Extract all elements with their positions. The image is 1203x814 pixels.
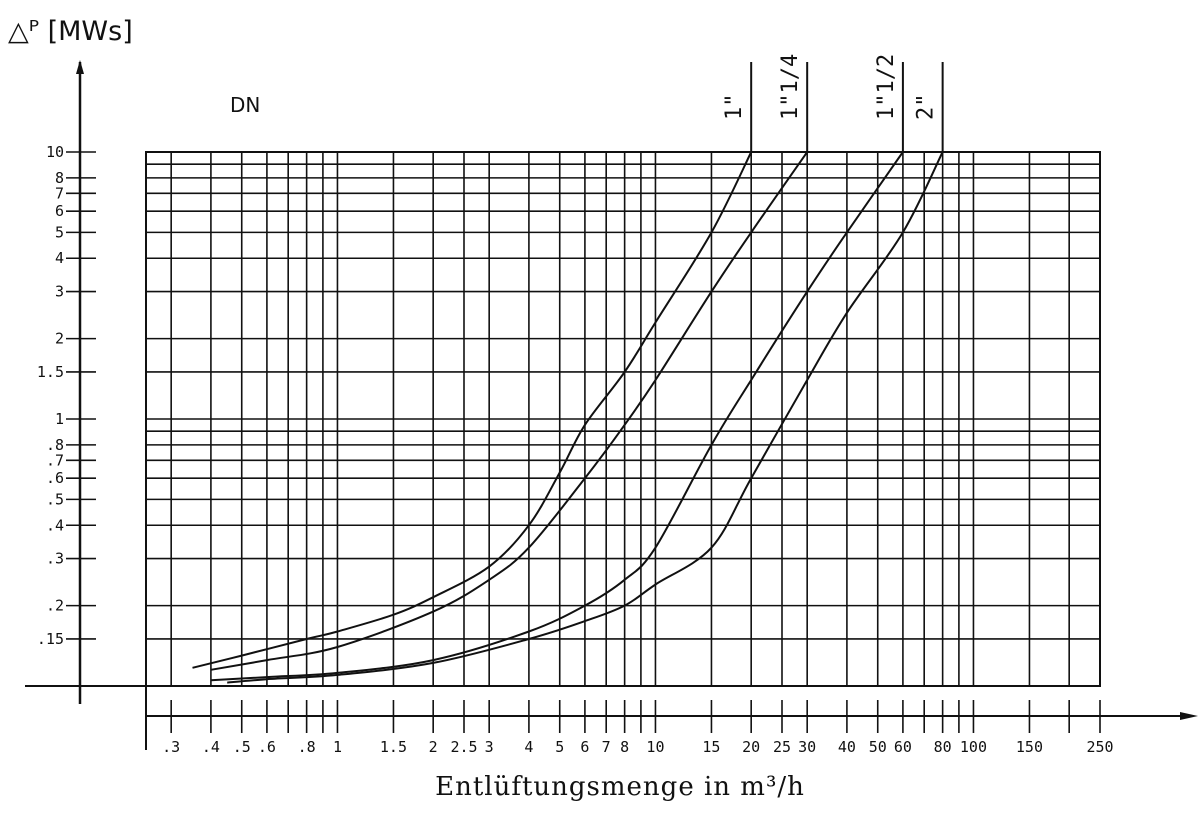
y-axis-label: △ᴾ [MWs] — [8, 16, 133, 47]
y-tick-label: .7 — [46, 451, 64, 469]
x-tick-label: .8 — [298, 738, 316, 756]
x-axis-arrow — [1180, 712, 1198, 720]
x-tick-label: 6 — [580, 738, 589, 756]
x-tick-label: 250 — [1086, 738, 1113, 756]
y-tick-label: .8 — [46, 436, 64, 454]
x-tick-label: 30 — [798, 738, 816, 756]
x-tick-label: 80 — [934, 738, 952, 756]
y-tick-label: .5 — [46, 490, 64, 508]
y-tick-label: .6 — [46, 469, 64, 487]
x-tick-label: 10 — [646, 738, 664, 756]
y-tick-label: 10 — [46, 143, 64, 161]
x-tick-label: 3 — [485, 738, 494, 756]
x-tick-label: 20 — [742, 738, 760, 756]
x-tick-label: 50 — [869, 738, 887, 756]
x-tick-label: 150 — [1016, 738, 1043, 756]
y-tick-label: 7 — [55, 184, 64, 202]
y-tick-label: .2 — [46, 597, 64, 615]
x-tick-label: 2.5 — [450, 738, 477, 756]
x-tick-label: 60 — [894, 738, 912, 756]
x-axis-label: Entlüftungsmenge in m³/h — [435, 772, 805, 802]
y-tick-label: .15 — [37, 630, 64, 648]
y-tick-label: 6 — [55, 202, 64, 220]
x-tick-label: 4 — [524, 738, 533, 756]
y-tick-label: .4 — [46, 516, 64, 534]
y-tick-label: 3 — [55, 283, 64, 301]
x-tick-label: 2 — [429, 738, 438, 756]
x-tick-label: 25 — [773, 738, 791, 756]
x-tick-label: 1 — [333, 738, 342, 756]
x-tick-label: 1.5 — [380, 738, 407, 756]
x-tick-label: 15 — [702, 738, 720, 756]
label-layer: 1087654321.51.8.7.6.5.4.3.2.15.3.4.5.6.8… — [37, 54, 1114, 756]
x-tick-label: 5 — [555, 738, 564, 756]
series-layer — [192, 62, 944, 684]
y-tick-label: 5 — [55, 223, 64, 241]
x-tick-label: 8 — [620, 738, 629, 756]
x-tick-label: 100 — [960, 738, 987, 756]
series-label-3: 1"1/2 — [874, 54, 899, 120]
series-label-4: 2" — [914, 94, 939, 121]
x-tick-label: .6 — [258, 738, 276, 756]
y-axis-arrow — [76, 60, 84, 74]
x-tick-label: .5 — [233, 738, 251, 756]
y-tick-label: 2 — [55, 330, 64, 348]
legend-title: DN — [230, 93, 260, 117]
y-tick-label: 1.5 — [37, 363, 64, 381]
series-label-2: 1"1/4 — [778, 54, 803, 120]
x-tick-label: 40 — [838, 738, 856, 756]
series-line-1 — [192, 151, 753, 669]
series-line-2 — [210, 151, 809, 671]
series-line-3 — [210, 151, 904, 682]
series-label-1: 1" — [722, 94, 747, 121]
series-line-4 — [227, 151, 944, 684]
x-tick-label: 7 — [602, 738, 611, 756]
y-tick-label: .3 — [46, 550, 64, 568]
axes-layer — [25, 60, 1198, 750]
x-tick-label: .4 — [202, 738, 220, 756]
y-tick-label: 8 — [55, 169, 64, 187]
y-tick-label: 4 — [55, 249, 64, 267]
y-tick-label: 1 — [55, 410, 64, 428]
x-tick-label: .3 — [162, 738, 180, 756]
